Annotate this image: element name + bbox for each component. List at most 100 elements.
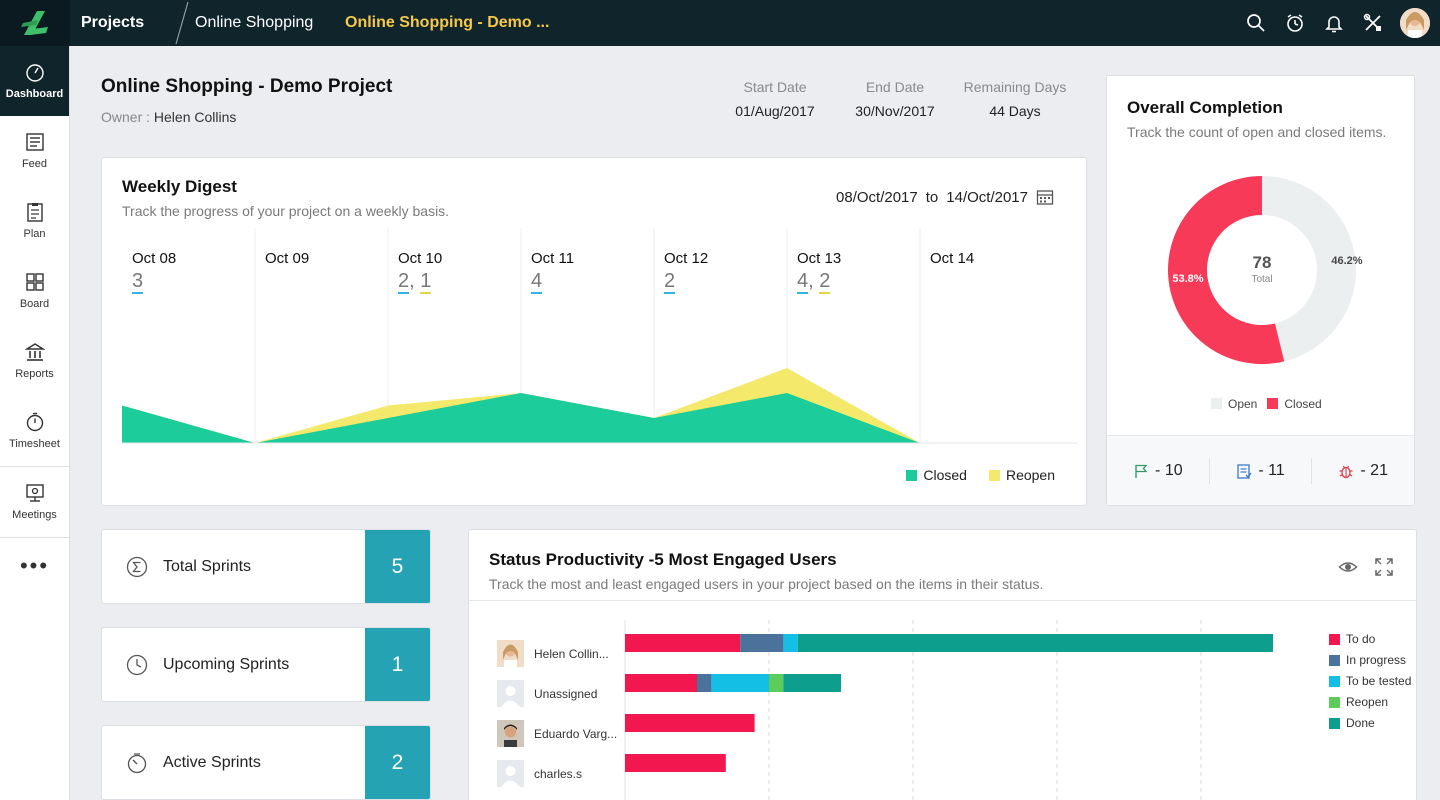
- day-values[interactable]: 2: [664, 270, 676, 294]
- breadcrumb-project[interactable]: Online Shopping: [195, 14, 314, 31]
- summary-divider: [1311, 457, 1313, 484]
- expand-icon[interactable]: [1374, 557, 1394, 577]
- sigma-icon: [126, 556, 148, 577]
- closed-percent-label: 53.8%: [1172, 273, 1203, 285]
- day-values[interactable]: 4, 2: [797, 270, 831, 294]
- day-label: Oct 13: [797, 250, 842, 267]
- date-range[interactable]: 08/Oct/2017 to 14/Oct/2017: [836, 188, 1054, 206]
- sidebar-item-reports[interactable]: Reports: [0, 326, 69, 396]
- legend-item-to-do[interactable]: To do: [1329, 632, 1375, 646]
- legend-closed-label: Closed: [923, 467, 967, 483]
- tasks-value: - 11: [1258, 461, 1285, 479]
- bell-icon: [1324, 16, 1343, 33]
- user-row-helen: Helen Collin...: [497, 640, 609, 667]
- total-sprints-card[interactable]: Total Sprints 5: [101, 529, 431, 604]
- end-date-label: End Date: [865, 79, 925, 95]
- weekly-digest-subtitle: Track the progress of your project on a …: [122, 203, 450, 219]
- legend-item-reopen[interactable]: Reopen: [1329, 695, 1388, 709]
- value-separator: ,: [409, 270, 421, 292]
- project-owner: Owner : Helen Collins: [101, 109, 236, 125]
- bar-segment-to-be-tested[interactable]: [711, 674, 769, 692]
- bar-segment-to-be-tested[interactable]: [783, 634, 798, 652]
- bar-segment-reopen[interactable]: [769, 674, 784, 692]
- milestones-count[interactable]: - 10: [1107, 462, 1209, 480]
- sidebar-item-label: Plan: [23, 228, 46, 240]
- day-label: Oct 09: [265, 250, 310, 267]
- end-date: End Date 30/Nov/2017: [845, 79, 945, 119]
- sidebar-item-dashboard[interactable]: Dashboard: [0, 46, 69, 116]
- sidebar-more-button[interactable]: •••: [19, 552, 50, 578]
- user-name: charles.s: [534, 766, 583, 781]
- sidebar-item-feed[interactable]: Feed: [0, 116, 69, 186]
- breadcrumb-current[interactable]: Online Shopping - Demo ...: [345, 14, 550, 31]
- sidebar-item-label: Reports: [15, 368, 54, 380]
- active-sprints-card[interactable]: Active Sprints 2: [101, 725, 431, 800]
- user-avatar[interactable]: [1400, 8, 1430, 38]
- legend-swatch: [1329, 654, 1340, 666]
- overall-completion-title: Overall Completion: [1127, 98, 1283, 117]
- breadcrumb-projects[interactable]: Projects: [81, 14, 145, 31]
- notifications-button[interactable]: [1314, 0, 1353, 46]
- bar-segment-in-progress[interactable]: [740, 634, 784, 652]
- task-icon: [1237, 463, 1252, 479]
- sidebar-item-timesheet[interactable]: Timesheet: [0, 396, 69, 466]
- bar-segment-to-do[interactable]: [625, 754, 726, 772]
- sidebar-item-board[interactable]: Board: [0, 256, 69, 326]
- eye-icon[interactable]: [1338, 557, 1358, 577]
- legend-label: Done: [1346, 716, 1375, 730]
- legend-swatch: [1329, 717, 1340, 729]
- legend-item-to-be-tested[interactable]: To be tested: [1329, 674, 1411, 688]
- closed-count[interactable]: 2: [398, 270, 410, 294]
- closed-area[interactable]: [122, 393, 920, 443]
- open-percent-label: 46.2%: [1331, 255, 1362, 267]
- reopen-count[interactable]: 1: [420, 270, 432, 294]
- sidebar-item-plan[interactable]: Plan: [0, 186, 69, 256]
- bar-segment-done[interactable]: [797, 634, 1273, 652]
- legend-item-done[interactable]: Done: [1329, 716, 1375, 730]
- closed-count[interactable]: 3: [132, 270, 144, 294]
- user-name: Helen Collin...: [534, 646, 609, 661]
- reopen-count[interactable]: 2: [819, 270, 831, 294]
- overall-completion-subtitle: Track the count of open and closed items…: [1127, 124, 1387, 140]
- tasks-count[interactable]: - 11: [1210, 462, 1312, 480]
- day-values[interactable]: 4: [531, 270, 543, 294]
- day-values[interactable]: 2, 1: [398, 270, 432, 294]
- legend-swatch: [1329, 633, 1340, 645]
- calendar-icon[interactable]: [1036, 188, 1054, 206]
- bar-segment-to-do[interactable]: [625, 634, 741, 652]
- bar-segment-done[interactable]: [783, 674, 841, 692]
- closed-count[interactable]: 4: [797, 270, 809, 294]
- sidebar-item-label: Dashboard: [5, 88, 64, 100]
- legend-closed[interactable]: Closed: [1267, 397, 1322, 411]
- bugs-count[interactable]: - 21: [1312, 462, 1414, 480]
- closed-count[interactable]: 2: [664, 270, 676, 294]
- open-slice[interactable]: [1262, 176, 1356, 362]
- donut-total-label: Total: [1251, 274, 1272, 285]
- app-logo[interactable]: [0, 0, 70, 46]
- upcoming-sprints-card[interactable]: Upcoming Sprints 1: [101, 627, 431, 702]
- bar-segment-in-progress[interactable]: [697, 674, 712, 692]
- bar-segment-to-do[interactable]: [625, 714, 755, 732]
- search-icon: [1246, 14, 1265, 32]
- legend-open[interactable]: Open: [1211, 397, 1257, 411]
- closed-count[interactable]: 4: [531, 270, 543, 294]
- bar-segment-to-do[interactable]: [625, 674, 697, 692]
- weekly-legend: Closed Reopen: [906, 467, 1055, 483]
- search-button[interactable]: [1236, 0, 1275, 46]
- total-sprints-value: 5: [365, 530, 430, 603]
- bug-icon: [1339, 465, 1353, 478]
- day-values[interactable]: 3: [132, 270, 144, 294]
- timer-button[interactable]: [1275, 0, 1314, 46]
- summary-divider: [1208, 457, 1210, 484]
- feed-icon: [25, 133, 44, 151]
- completion-donut-chart: 46.2% 53.8% 78 Total: [1168, 176, 1363, 364]
- closed-slice[interactable]: [1168, 176, 1285, 364]
- sidebar-item-meetings[interactable]: Meetings: [0, 467, 69, 537]
- status-productivity-title: Status Productivity -5 Most Engaged User…: [489, 550, 837, 569]
- legend-closed[interactable]: Closed: [906, 467, 967, 483]
- value-separator: ,: [808, 270, 820, 292]
- legend-reopen[interactable]: Reopen: [988, 467, 1055, 483]
- legend-item-in-progress[interactable]: In progress: [1329, 653, 1406, 667]
- avatar: [497, 720, 524, 747]
- tools-button[interactable]: [1353, 0, 1392, 46]
